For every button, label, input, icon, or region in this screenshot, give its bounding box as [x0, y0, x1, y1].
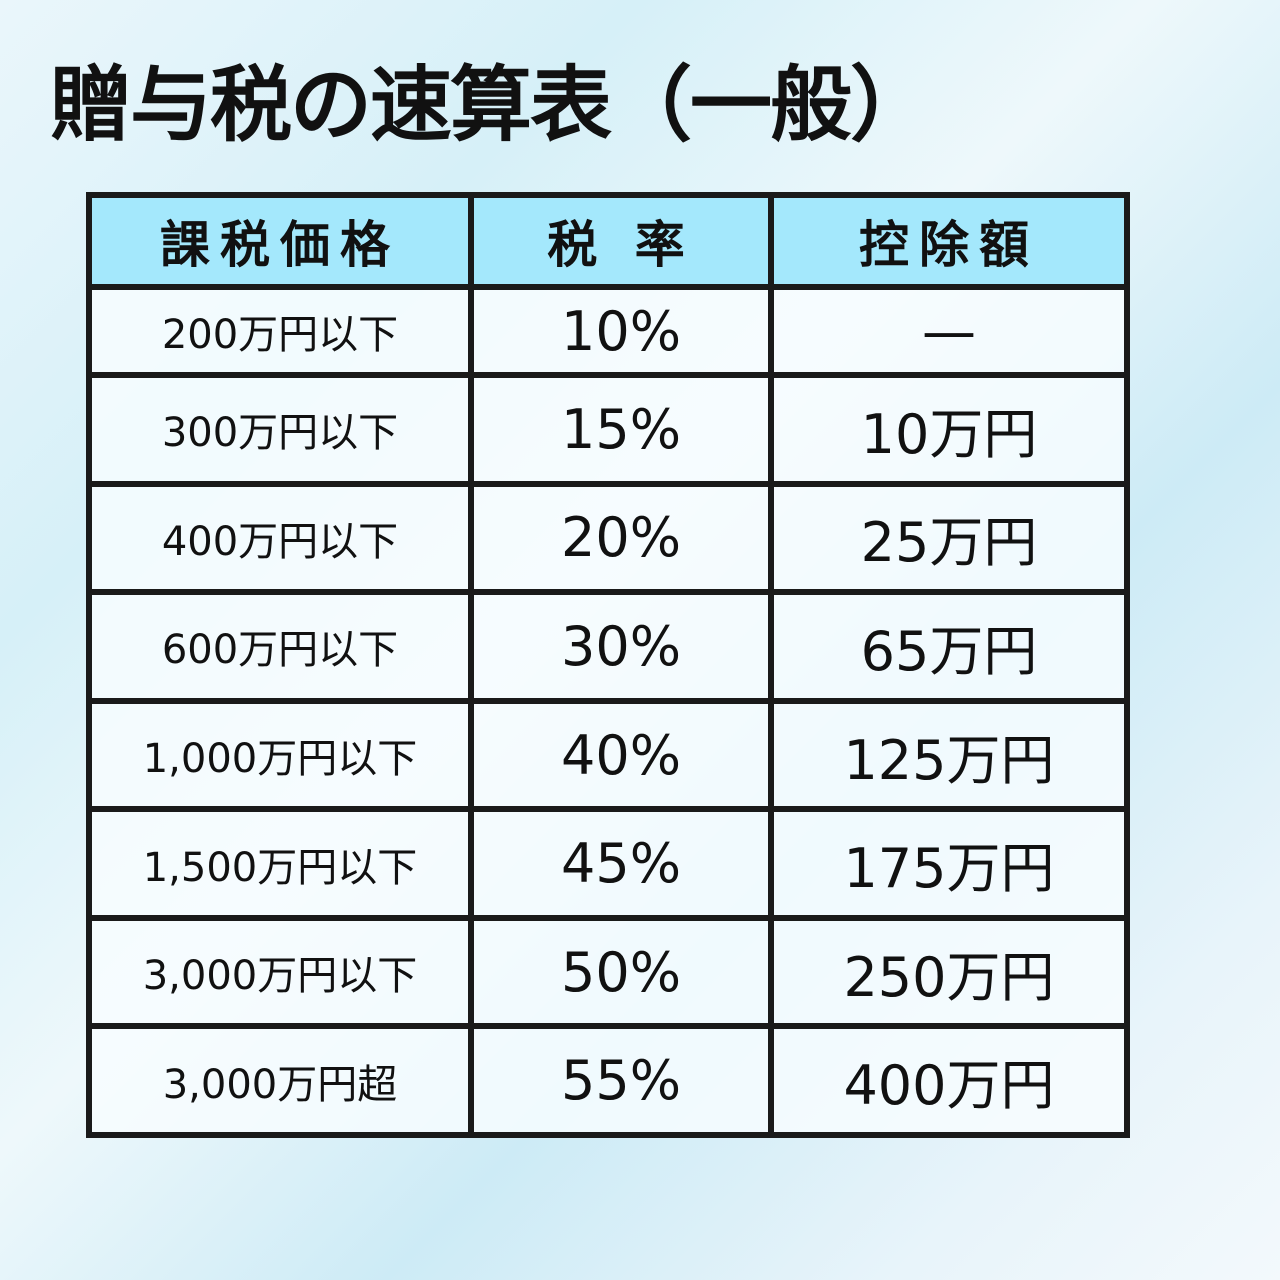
tax-rate-cell: 55%	[468, 1023, 774, 1138]
table-row: 1,000万円以下 40% 125万円	[86, 697, 1130, 813]
taxable-amount-cell: 1,000万円以下	[86, 697, 474, 813]
header-tax-rate: 税 率	[468, 192, 774, 290]
taxable-amount-cell: 600万円以下	[86, 589, 474, 704]
gift-tax-table: 課税価格 税 率 控除額 200万円以下 10% —300万円以下 15% 10万円 40…	[86, 192, 1130, 1138]
header-taxable-amount: 課税価格	[86, 192, 474, 290]
table-row: 200万円以下 10% —	[86, 283, 1130, 379]
header-row: 課税価格 税 率 控除額	[86, 192, 1130, 290]
header-deduction: 控除額	[768, 192, 1130, 290]
table-row: 400万円以下 20% 25万円	[86, 480, 1130, 596]
deduction-cell: 10万円	[768, 372, 1130, 487]
taxable-amount-cell: 3,000万円以下	[86, 914, 474, 1030]
taxable-amount-cell: 300万円以下	[86, 372, 474, 487]
tax-rate-cell: 20%	[468, 480, 774, 596]
table-row: 600万円以下 30% 65万円	[86, 589, 1130, 704]
deduction-cell: 125万円	[768, 697, 1130, 813]
deduction-cell: 400万円	[768, 1023, 1130, 1138]
tax-rate-cell: 40%	[468, 697, 774, 813]
tax-rate-cell: 50%	[468, 914, 774, 1030]
tax-rate-cell: 10%	[468, 283, 774, 379]
page-title: 贈与税の速算表（一般）	[50, 58, 932, 153]
tax-rate-cell: 45%	[468, 806, 774, 921]
deduction-cell: —	[768, 283, 1130, 379]
tax-rate-cell: 30%	[468, 589, 774, 704]
deduction-cell: 65万円	[768, 589, 1130, 704]
table-row: 1,500万円以下 45% 175万円	[86, 806, 1130, 921]
table-row: 300万円以下 15% 10万円	[86, 372, 1130, 487]
deduction-cell: 250万円	[768, 914, 1130, 1030]
taxable-amount-cell: 400万円以下	[86, 480, 474, 596]
taxable-amount-cell: 1,500万円以下	[86, 806, 474, 921]
taxable-amount-cell: 200万円以下	[86, 283, 474, 379]
table-row: 3,000万円以下 50% 250万円	[86, 914, 1130, 1030]
table-row: 3,000万円超 55% 400万円	[86, 1023, 1130, 1138]
deduction-cell: 175万円	[768, 806, 1130, 921]
tax-rate-cell: 15%	[468, 372, 774, 487]
deduction-cell: 25万円	[768, 480, 1130, 596]
taxable-amount-cell: 3,000万円超	[86, 1023, 474, 1138]
